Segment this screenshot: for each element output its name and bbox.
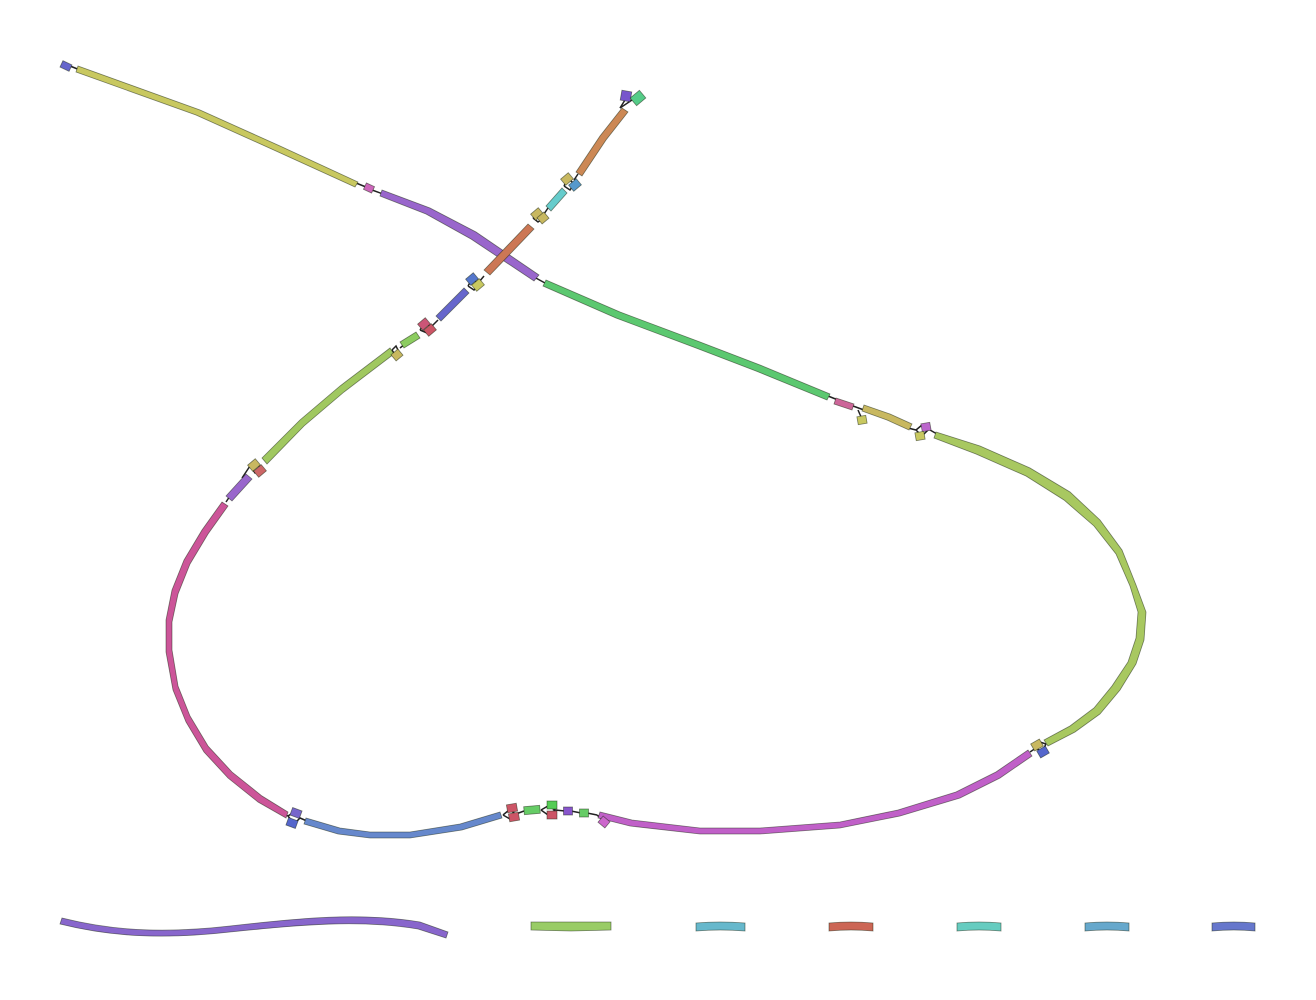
node-green-top xyxy=(630,90,646,105)
isolated-component-6 xyxy=(1085,922,1129,931)
node-red-j xyxy=(508,812,519,822)
isolated-component-3 xyxy=(696,922,745,931)
node-green-l xyxy=(547,801,557,809)
segment-purple-diagonal xyxy=(380,190,539,281)
segment-pink-left-loop xyxy=(166,502,288,818)
isolated-component-7 xyxy=(1212,922,1255,931)
graph-nodes xyxy=(60,61,1049,829)
isolated-component-2 xyxy=(531,922,611,931)
segment-blue-bottom-left xyxy=(304,812,502,838)
segment-lime-big-loop xyxy=(934,432,1146,746)
graph-edges xyxy=(70,66,1046,824)
isolated-component-5 xyxy=(957,922,1001,931)
segment-green-diagonal xyxy=(543,280,830,400)
isolated-component-4 xyxy=(829,922,873,931)
segment-lime-left-arc xyxy=(262,348,394,464)
segment-yellow-top-left xyxy=(76,66,358,187)
node-purple-m xyxy=(564,807,573,815)
node-yellow-e xyxy=(857,415,867,424)
segment-purple-left-small xyxy=(226,474,252,501)
node-red-l xyxy=(547,811,557,819)
main-component xyxy=(60,61,1146,838)
isolated-component-1 xyxy=(60,917,448,938)
segment-green-small-left xyxy=(400,332,420,348)
node-red-i xyxy=(506,803,517,813)
segment-pink-small-1 xyxy=(834,398,854,410)
graph-segments xyxy=(76,66,1146,838)
segment-orange-top xyxy=(576,108,628,176)
node-pink-top xyxy=(363,183,374,193)
node-purple-e xyxy=(921,422,931,431)
node-purple-h xyxy=(290,808,302,819)
segment-tan-short xyxy=(862,405,912,430)
segment-cyan-mid xyxy=(546,188,567,211)
isolated-components xyxy=(60,917,1255,938)
node-green-n xyxy=(580,809,589,817)
node-blue-top-left xyxy=(60,61,72,72)
node-green-k xyxy=(524,805,541,814)
node-blue-h xyxy=(286,818,298,829)
node-purple-top xyxy=(620,90,632,102)
node-yellow-f xyxy=(915,431,925,440)
segment-indigo-left xyxy=(436,288,469,321)
segment-magenta-bottom-right xyxy=(598,750,1032,834)
